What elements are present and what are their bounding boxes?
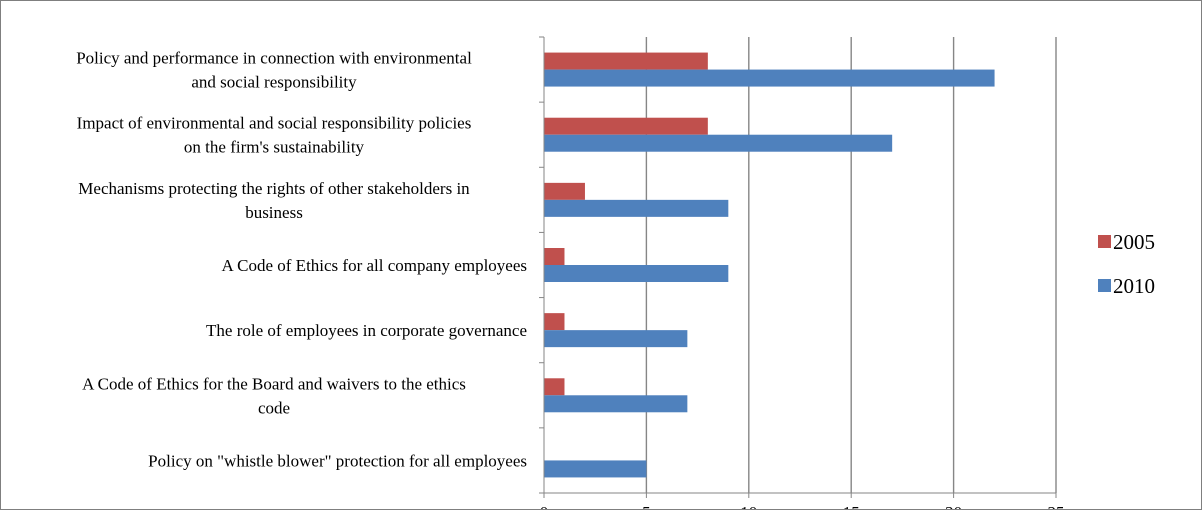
x-tick-label: 5 xyxy=(642,503,651,509)
bar-2010 xyxy=(544,460,647,478)
bar-2010 xyxy=(544,395,688,413)
legend-swatch-2010 xyxy=(1098,279,1111,292)
x-tick-labels: 0 5 10 15 20 25 xyxy=(540,503,1065,509)
x-tick-label: 10 xyxy=(740,503,757,509)
legend-label-2010: 2010 xyxy=(1113,274,1155,298)
bar-2005 xyxy=(544,117,708,135)
bar-2010 xyxy=(544,199,729,217)
bars xyxy=(544,52,995,478)
bar-2010 xyxy=(544,330,688,348)
bar-2005 xyxy=(544,52,708,70)
bar-2005 xyxy=(544,378,565,396)
bar-2005 xyxy=(544,182,585,200)
bar-2010 xyxy=(544,134,893,152)
legend-swatch-2005 xyxy=(1098,235,1111,248)
category-label: Policy and performance in connection wit… xyxy=(76,49,472,92)
bar-2005 xyxy=(544,248,565,265)
category-label: The role of employees in corporate gover… xyxy=(206,321,527,340)
category-label: Impact of environmental and social respo… xyxy=(77,114,472,157)
category-label: Policy on "whistle blower" protection fo… xyxy=(148,451,527,470)
x-tick-label: 0 xyxy=(540,503,549,509)
x-tick-label: 20 xyxy=(945,503,962,509)
category-labels: Policy and performance in connection wit… xyxy=(76,49,527,471)
bar-2005 xyxy=(544,313,565,331)
legend: 2005 2010 xyxy=(1098,230,1155,298)
category-label: A Code of Ethics for the Board and waive… xyxy=(82,374,466,417)
category-label: A Code of Ethics for all company employe… xyxy=(222,256,527,275)
category-label: Mechanisms protecting the rights of othe… xyxy=(78,179,470,222)
x-tick-label: 15 xyxy=(843,503,860,509)
axes xyxy=(539,36,1057,498)
x-tick-label: 25 xyxy=(1048,503,1065,509)
bar-2010 xyxy=(544,265,729,282)
gridlines xyxy=(645,37,1057,493)
legend-label-2005: 2005 xyxy=(1113,230,1155,254)
bar-2010 xyxy=(544,69,995,87)
